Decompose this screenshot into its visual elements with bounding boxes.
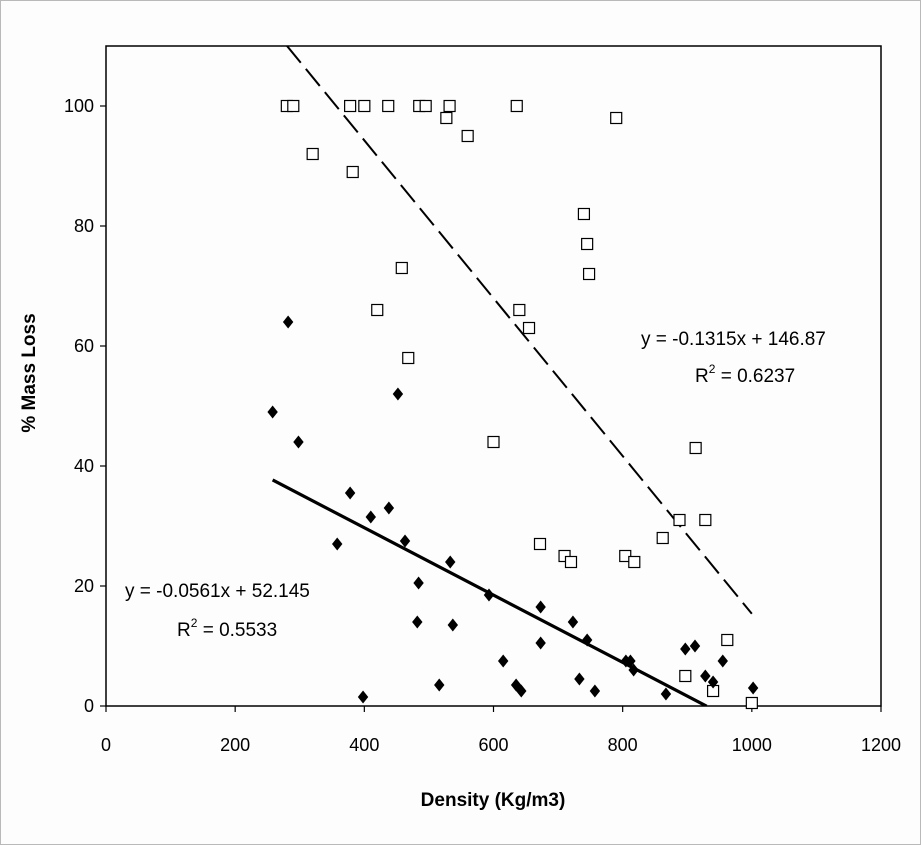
diamond-point	[445, 555, 456, 569]
y-axis: 0 20 40 60 80 100	[64, 96, 106, 716]
diamond-point	[332, 537, 343, 551]
diamond-point	[574, 672, 585, 686]
x-tick-label: 1000	[732, 735, 772, 755]
square-point	[564, 555, 578, 569]
diamond-point	[717, 654, 728, 668]
square-point	[346, 165, 359, 179]
square-point	[487, 435, 500, 449]
square-point	[656, 531, 669, 545]
square-point	[699, 513, 712, 527]
diamond-point	[516, 684, 527, 698]
x-axis-title: Density (Kg/m3)	[421, 790, 566, 811]
square-point	[395, 261, 408, 275]
diamond-point	[483, 588, 495, 602]
square-point	[745, 696, 758, 710]
equation-lower: y = -0.0561x + 52.145	[125, 581, 310, 602]
x-axis: 0 200 400 600 800 1000 1200	[101, 706, 901, 755]
square-point	[610, 111, 623, 125]
square-point	[721, 633, 734, 647]
square-point	[628, 555, 641, 569]
x-tick-label: 600	[478, 735, 508, 755]
square-point	[582, 267, 596, 281]
y-tick-label: 60	[74, 336, 94, 356]
diamond-point	[434, 678, 445, 692]
diamond-point	[357, 690, 369, 704]
equation-label-lower: y = -0.0561x + 52.145 R2 = 0.5533	[125, 581, 310, 641]
equation-label-upper: y = -0.1315x + 146.87 R2 = 0.6237	[641, 329, 826, 387]
diamond-point	[365, 510, 376, 524]
trendlines	[271, 46, 753, 706]
r-squared-lower: R2 = 0.5533	[177, 616, 277, 641]
diamond-point	[447, 618, 459, 632]
diamond-point	[535, 636, 546, 650]
diamond-point	[413, 576, 424, 590]
square-point	[533, 537, 547, 551]
square-point	[513, 303, 526, 317]
r-squared-upper: R2 = 0.6237	[695, 362, 795, 387]
square-point	[522, 321, 536, 335]
square-point	[461, 129, 474, 143]
diamond-point	[293, 435, 304, 449]
y-tick-label: 40	[74, 456, 94, 476]
diamond-point	[497, 654, 509, 668]
square-point	[510, 99, 523, 113]
data-points	[267, 99, 759, 710]
square-point	[344, 99, 357, 113]
square-point	[679, 669, 692, 683]
square-point	[673, 513, 686, 527]
diamond-point	[700, 669, 711, 683]
diamond-point	[392, 387, 404, 401]
x-tick-label: 800	[608, 735, 638, 755]
square-point	[382, 99, 395, 113]
diamond-point	[399, 534, 411, 548]
x-tick-label: 0	[101, 735, 111, 755]
diamond-point	[628, 663, 639, 677]
x-tick-label: 1200	[861, 735, 901, 755]
diamond-point	[581, 633, 593, 647]
diamond-point	[747, 681, 759, 695]
square-point	[689, 441, 702, 455]
square-point	[419, 99, 432, 113]
square-point	[371, 303, 384, 317]
square-point	[440, 111, 453, 125]
y-axis-title: % Mass Loss	[19, 313, 40, 432]
square-point	[287, 99, 300, 113]
square-point	[581, 237, 594, 251]
diamond-point	[625, 654, 636, 668]
diamond-point	[707, 675, 719, 689]
diamond-point	[567, 615, 579, 629]
diamond-point	[383, 501, 395, 515]
diamond-point	[680, 642, 691, 656]
x-tick-label: 200	[220, 735, 250, 755]
y-tick-label: 20	[74, 576, 94, 596]
diamond-point	[282, 315, 294, 329]
square-point	[577, 207, 591, 221]
y-tick-label: 100	[64, 96, 94, 116]
square-point	[443, 99, 456, 113]
diamond-point	[689, 639, 701, 653]
diamond-point	[344, 486, 356, 500]
equation-upper: y = -0.1315x + 146.87	[641, 329, 826, 350]
diamond-point	[660, 687, 672, 701]
y-tick-label: 0	[84, 696, 94, 716]
diamond-point	[535, 600, 546, 614]
diamond-point	[589, 684, 601, 698]
diamond-point	[267, 405, 278, 419]
square-point	[358, 99, 371, 113]
x-tick-label: 400	[349, 735, 379, 755]
square-point	[402, 351, 415, 365]
diamond-point	[412, 615, 423, 629]
y-tick-label: 80	[74, 216, 94, 236]
square-point	[306, 147, 319, 161]
